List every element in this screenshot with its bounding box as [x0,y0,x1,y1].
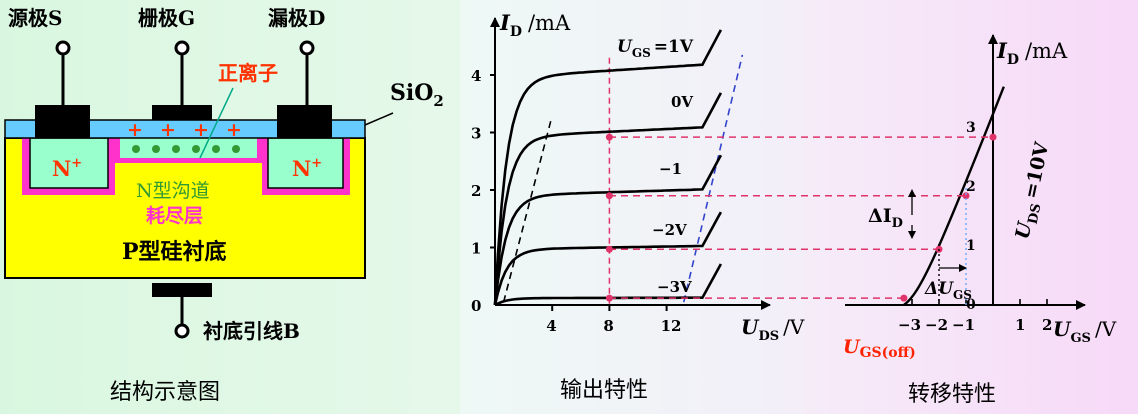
n-plus-right-label: N+ [292,156,322,181]
transfer-marker-point [989,133,997,141]
output-curve [493,154,723,306]
uds-label: UDS=10V [1011,139,1057,242]
substrate-terminal [174,323,190,339]
transfer-x-tick-label: −2 [925,316,948,334]
substrate-label: P型硅衬底 [122,239,227,265]
transfer-curve [903,86,1005,306]
gate-contact [152,105,212,120]
channel-label: N型沟道 [136,180,210,202]
mosfet-structure [4,40,394,339]
output-y-tick-label: 4 [471,67,481,85]
gate-terminal [174,40,190,105]
output-y-tick-label: 0 [471,297,481,315]
ion: + [226,119,242,141]
substrate-contact [152,283,212,297]
vgs-label: UGS =1V [617,37,694,60]
transfer-marker-point [962,192,970,200]
substrate-lead-label: 衬底引线B [203,319,300,343]
output-caption: 输出特性 [560,378,649,403]
delta-id-label: ΔID [868,205,903,231]
output-y-label: ID/mA [499,10,571,40]
ion: + [127,119,143,141]
source-label: 源极S [8,6,62,30]
transfer-caption: 转移特性 [908,382,997,407]
transfer-y-tick-label: 0 [966,297,976,313]
transfer-marker-point [900,294,908,302]
ugs-off-label: UGS(off) [843,336,916,361]
ion: + [160,119,176,141]
output-y-tick-label: 2 [471,182,481,200]
source-terminal [55,40,71,105]
ion: + [193,119,209,141]
gate-label: 栅极G [138,6,195,30]
output-y-tick-label: 1 [471,240,481,258]
output-x-tick-label: 12 [661,317,682,335]
output-y-tick-label: 3 [471,125,481,143]
output-pinchoff-line [502,120,552,303]
output-curve [493,92,723,306]
transfer-x-tick-label: −1 [952,316,975,334]
output-x-tick-label: 8 [603,317,613,335]
curve-label-0v: 0V [671,93,693,111]
transfer-y-tick-label: 2 [966,179,976,195]
transfer-x-tick-label: 1 [1015,316,1025,334]
transfer-y-tick-label: 1 [966,238,976,254]
output-x-label: UDS/V [741,315,805,344]
n-plus-left-label: N+ [52,156,82,181]
transfer-y-label: ID/mA [996,38,1068,68]
delta-ugs-label: ΔUGS [924,279,972,302]
drain-contact [277,105,332,138]
positive-ion-label: 正离子 [218,61,278,85]
transfer-background [805,0,1138,414]
sio2-label: SiO2 [390,80,444,110]
output-curve [493,29,723,306]
structure-caption: 结构示意图 [110,380,221,405]
n-channel [120,138,257,158]
output-x-tick-label: 4 [546,317,556,335]
sio2-pointer [364,112,394,126]
ion-pointer [199,87,234,159]
curve-label-neg3: −3V [657,278,692,296]
transfer-x-tick-label: −3 [898,316,921,334]
drain-label: 漏极D [268,6,325,30]
curve-label-neg1: −1 [659,160,682,178]
curve-label-neg2: −2V [652,221,687,239]
channel-electrons [132,145,240,153]
transfer-x-tick-label: 2 [1042,316,1052,334]
output-breakdown-line [682,54,744,303]
transfer-y-tick-label: 3 [966,120,976,136]
source-contact [35,105,90,138]
depletion-label: 耗尽层 [146,205,203,227]
drain-terminal [299,40,315,105]
positive-ions: + + + + [127,119,242,141]
transfer-x-label: UGS/V [1053,317,1117,346]
